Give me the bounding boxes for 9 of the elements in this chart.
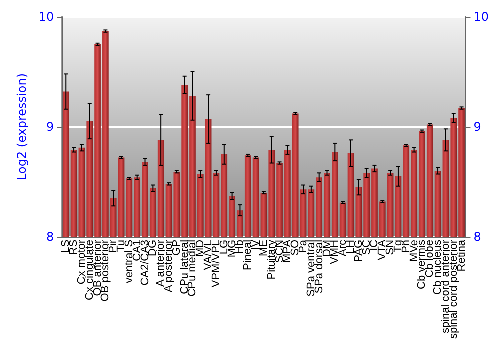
y2-tick-label: 10 — [474, 10, 490, 24]
x-tick-label: Pituitary — [266, 239, 278, 280]
y-axis-title: Log2 (expression) — [15, 73, 29, 180]
y-tick-label: 8 — [46, 230, 54, 244]
y2-tick-label: 9 — [474, 120, 482, 134]
y-tick-label: 9 — [46, 120, 54, 134]
x-tick-label: MVe — [408, 240, 420, 262]
y-tick-label: 10 — [38, 10, 54, 24]
y2-tick-label: 8 — [474, 230, 482, 244]
